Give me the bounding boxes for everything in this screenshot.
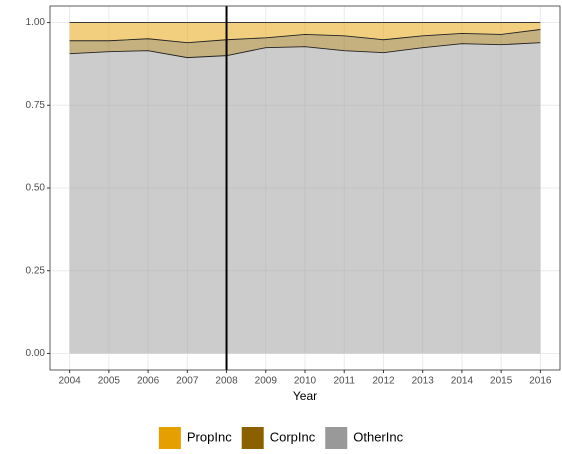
x-tick-label: 2016	[529, 376, 552, 387]
x-tick-label: 2015	[490, 376, 513, 387]
y-tick-label: 0.50	[26, 183, 46, 194]
area	[69, 29, 541, 58]
x-tick-label: 2008	[215, 376, 238, 387]
legend-label: PropInc	[187, 429, 232, 444]
x-tick-label: 2007	[176, 376, 199, 387]
area-edge	[69, 42, 541, 59]
area	[69, 42, 541, 354]
legend-swatch	[325, 427, 348, 449]
area	[69, 22, 541, 43]
x-tick-label: 2009	[255, 376, 278, 387]
x-tick-label: 2012	[372, 376, 395, 387]
legend-swatch	[158, 427, 181, 449]
x-tick-label: 2011	[333, 376, 355, 387]
legend-label: OtherInc	[353, 429, 403, 444]
y-tick-label: 0.00	[26, 348, 46, 359]
x-tick-label: 2004	[58, 376, 81, 387]
axes: 0.00 0.25 0.50 0.75 1.00 2004 2005 2006 2007 2008…	[26, 17, 552, 386]
panel-border	[49, 5, 561, 371]
legend-label: CorpInc	[270, 429, 316, 444]
x-tick-label: 2006	[137, 376, 160, 387]
x-tick-label: 2013	[412, 376, 435, 387]
areas	[69, 6, 541, 370]
x-axis-title: Year	[293, 389, 317, 403]
area-edge	[69, 29, 541, 44]
y-tick-label: 0.75	[26, 100, 46, 111]
legend: PropInc CorpInc OtherInc	[158, 427, 404, 449]
y-tick-label: 0.25	[26, 265, 46, 276]
y-tick-label: 1.00	[26, 17, 46, 28]
legend-swatch	[241, 427, 264, 449]
x-tick-label: 2005	[98, 376, 121, 387]
x-tick-label: 2010	[294, 376, 317, 387]
x-tick-label: 2014	[451, 376, 474, 387]
